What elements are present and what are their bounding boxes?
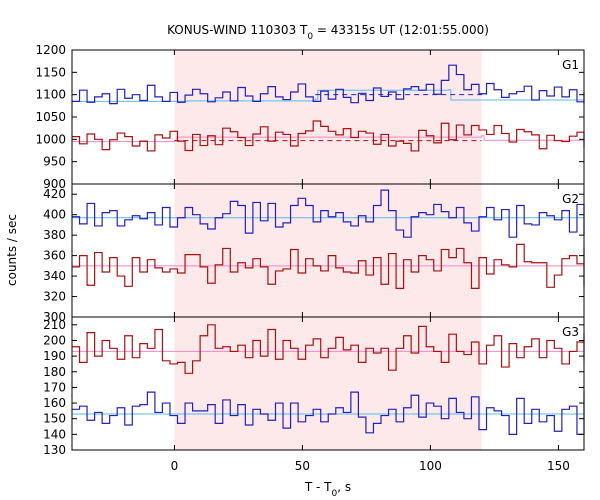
panel-g3-y-tick-label: 130 <box>43 443 66 457</box>
panel-g1-y-tick-label: 1100 <box>35 88 66 102</box>
panel-g1-background-line-1 <box>72 89 585 102</box>
panel-g3-y-tick-label: 190 <box>43 349 66 363</box>
panel-g1-y-tick-label: 1200 <box>35 43 66 57</box>
panel-g2-y-tick-label: 360 <box>43 249 66 263</box>
panel-g3-y-tick-label: 200 <box>43 333 66 347</box>
panel-g2-y-tick-label: 400 <box>43 208 66 222</box>
chart-title-subscript: 0 <box>307 32 313 42</box>
plot-area: 90095010001050110011501200G1300320340360… <box>35 43 585 473</box>
panel-g1-y-tick-label: 1150 <box>35 65 66 79</box>
panel-g3-y-tick-label: 180 <box>43 365 66 379</box>
x-tick-label: 0 <box>171 459 179 473</box>
chart-title: KONUS-WIND 110303 T0 = 43315s UT (12:01:… <box>167 23 489 42</box>
panel-g2-y-tick-label: 320 <box>43 290 66 304</box>
panel-g3-y-tick-label: 210 <box>43 318 66 332</box>
panel-g2-series-2 <box>72 243 585 289</box>
x-axis-label-rest: , s <box>337 480 351 494</box>
chart-title-rest: = 43315s UT (12:01:55.000) <box>313 23 489 37</box>
panel-g1-y-tick-label: 1050 <box>35 110 66 124</box>
panel-g1-y-tick-label: 1000 <box>35 132 66 146</box>
x-tick-label: 50 <box>295 459 310 473</box>
panel-g3-series-2 <box>72 324 585 374</box>
x-axis-label-main: T - T <box>304 480 332 494</box>
chart-title-main: KONUS-WIND 110303 T <box>167 23 308 37</box>
panel-g3-label: G3 <box>562 325 579 339</box>
panel-g1-background-line-2 <box>72 135 584 143</box>
panel-g2-label: G2 <box>562 192 579 206</box>
panel-g2-series-1 <box>72 189 585 238</box>
panel-g2-y-tick-label: 300 <box>43 310 66 324</box>
y-axis-label: counts / sec <box>5 214 19 286</box>
panel-g1-series-2 <box>72 120 585 152</box>
panel-g3-y-tick-label: 140 <box>43 427 66 441</box>
panel-g1-label: G1 <box>562 58 579 72</box>
panel-g3-y-tick-label: 150 <box>43 412 66 426</box>
x-axis-label: T - T0, s <box>304 480 351 499</box>
x-tick-label: 150 <box>547 459 570 473</box>
x-tick-label: 100 <box>419 459 442 473</box>
panel-g1-series-1 <box>72 64 585 105</box>
panel-g3-y-tick-label: 160 <box>43 396 66 410</box>
panel-g1-y-tick-label: 950 <box>43 155 66 169</box>
panel-g2-y-tick-label: 380 <box>43 228 66 242</box>
panel-g1-y-tick-label: 900 <box>43 177 66 191</box>
panel-g2-y-tick-label: 420 <box>43 187 66 201</box>
panel-g2-y-tick-label: 340 <box>43 269 66 283</box>
x-axis-label-subscript: 0 <box>332 489 338 499</box>
panel-g3-frame <box>71 316 585 451</box>
highlight-interval <box>174 50 482 450</box>
panel-g3-y-tick-label: 170 <box>43 380 66 394</box>
panel-g3-series-1 <box>72 390 585 435</box>
